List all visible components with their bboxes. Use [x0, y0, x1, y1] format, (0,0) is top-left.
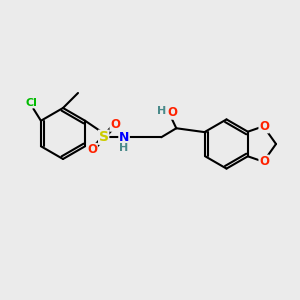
- Text: S: S: [99, 130, 109, 144]
- Text: H: H: [157, 106, 166, 116]
- Text: O: O: [168, 106, 178, 119]
- Text: O: O: [259, 120, 269, 133]
- Text: N: N: [119, 131, 129, 144]
- Text: Cl: Cl: [26, 98, 38, 108]
- Text: O: O: [87, 143, 97, 156]
- Text: O: O: [110, 118, 120, 131]
- Text: O: O: [259, 155, 269, 168]
- Text: H: H: [119, 143, 129, 153]
